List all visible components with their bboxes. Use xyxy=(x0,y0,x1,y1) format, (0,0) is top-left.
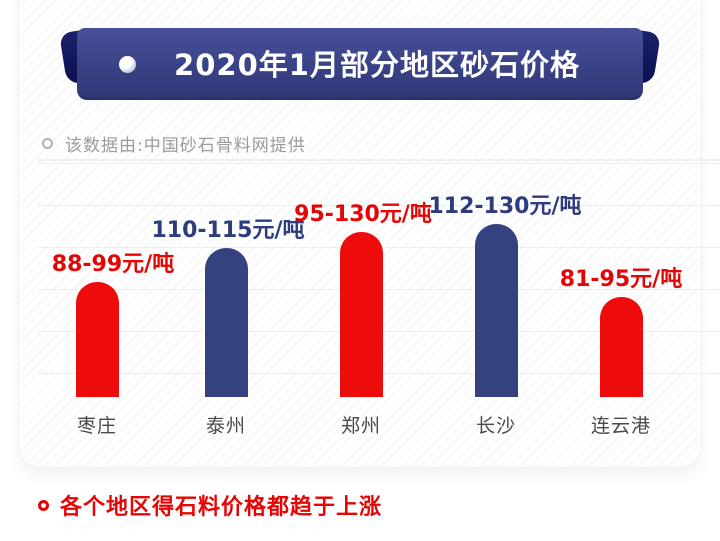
circle-bullet-icon xyxy=(38,499,49,511)
divider xyxy=(38,159,720,161)
data-source-text: 该数据由:中国砂石骨料网提供 xyxy=(65,136,306,156)
page-title: 2020年1月部分地区砂石价格 xyxy=(174,47,580,82)
title-banner: 2020年1月部分地区砂石价格 xyxy=(59,28,661,100)
sphere-bullet-icon xyxy=(119,56,136,73)
conclusion-text: 各个地区得石料价格都趋于上涨 xyxy=(60,495,383,520)
data-source-note: 该数据由:中国砂石骨料网提供 xyxy=(42,131,306,156)
chart-gridlines xyxy=(38,163,720,374)
conclusion-note: 各个地区得石料价格都趋于上涨 xyxy=(38,489,382,521)
circle-bullet-icon xyxy=(42,138,53,149)
title-banner-body: 2020年1月部分地区砂石价格 xyxy=(77,28,643,100)
